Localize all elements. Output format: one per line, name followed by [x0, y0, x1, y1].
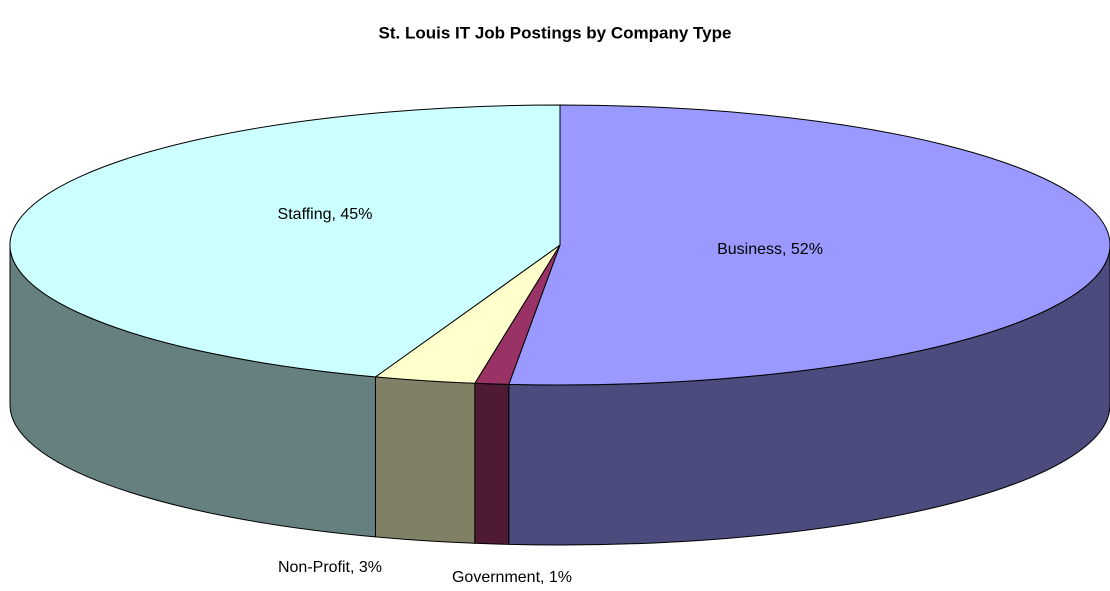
pie-slice-side	[374, 376, 476, 544]
data-label: Government, 1%	[452, 569, 572, 586]
chart-title: St. Louis IT Job Postings by Company Typ…	[379, 23, 732, 42]
pie-slice	[9, 104, 561, 378]
data-label: Business, 52%	[717, 241, 823, 258]
data-label: Non-Profit, 3%	[278, 559, 382, 576]
data-label: Staffing, 45%	[278, 206, 373, 223]
pie-slice	[508, 104, 1110, 386]
pie-slice-side	[474, 382, 510, 545]
